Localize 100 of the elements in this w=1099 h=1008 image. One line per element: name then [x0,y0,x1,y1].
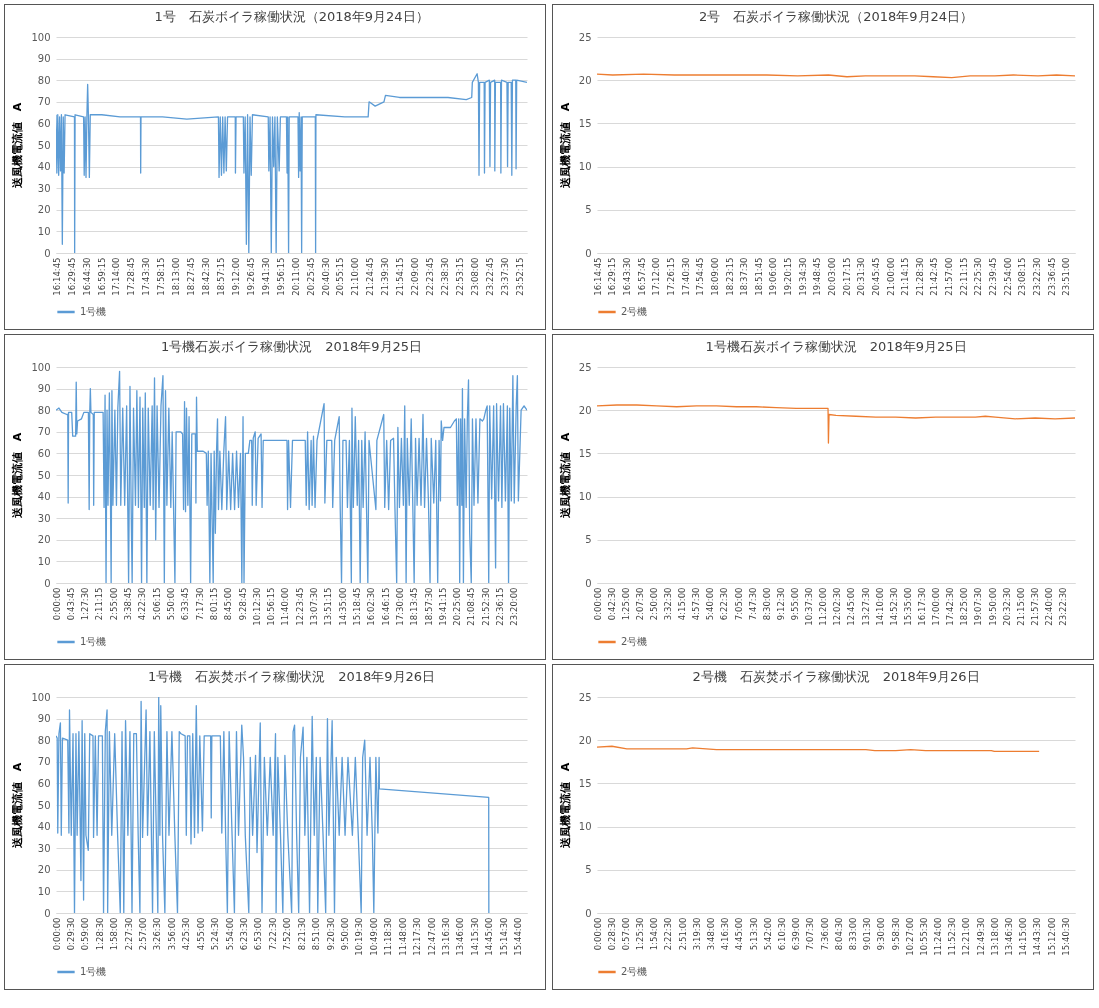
x-tick-label: 23:08:00 [469,257,480,296]
chart-title: 2号 石炭ボイラ稼働状況（2018年9月24日） [698,9,974,24]
y-tick-label: 10 [578,491,592,503]
x-tick-label: 21:24:45 [365,257,376,296]
x-tick-label: 13:46:30 [1004,917,1015,956]
x-tick-label: 7:05:00 [733,587,744,621]
y-tick-label: 15 [578,447,592,459]
x-tick-label: 12:23:45 [294,587,305,626]
x-tick-label: 20:31:30 [856,257,867,296]
x-tick-label: 0:00:00 [51,917,62,951]
x-tick-label: 11:48:00 [397,917,408,956]
y-tick-label: 50 [37,799,51,811]
x-tick-label: 8:04:30 [833,917,844,951]
y-tick-label: 50 [37,139,51,151]
y-tick-label: 0 [585,247,592,259]
y-tick-label: 30 [37,512,51,524]
x-tick-label: 5:50:00 [165,587,176,621]
y-tick-label: 100 [31,691,51,703]
y-tick-label: 10 [578,161,592,173]
x-tick-label: 2:07:30 [634,587,645,621]
y-tick-label: 0 [585,577,592,589]
x-tick-label: 19:41:15 [437,587,448,626]
x-tick-label: 6:23:30 [239,917,250,951]
x-tick-label: 16:29:15 [607,257,618,296]
x-tick-label: 0:00:00 [51,587,62,621]
y-tick-label: 25 [578,361,592,373]
y-tick-label: 20 [578,74,592,86]
x-tick-label: 20:17:15 [841,257,852,296]
x-tick-label: 1:25:30 [635,917,646,951]
x-tick-label: 22:36:15 [495,587,506,626]
y-tick-label: 90 [37,383,51,395]
x-tick-label: 9:50:00 [340,917,351,951]
x-tick-label: 21:57:00 [944,257,955,296]
x-tick-label: 13:51:15 [323,587,334,626]
chart-title: 1号機石炭ボイラ稼働状況 2018年9月25日 [705,339,967,354]
x-tick-label: 3:19:30 [691,917,702,951]
x-tick-label: 10:49:00 [368,917,379,956]
x-tick-label: 20:55:15 [335,257,346,296]
x-tick-label: 11:40:00 [280,587,291,626]
x-tick-label: 20:32:30 [1001,587,1012,626]
y-tick-label: 40 [37,161,51,173]
x-tick-label: 4:55:00 [195,917,206,951]
x-tick-label: 3:56:00 [166,917,177,951]
y-tick-label: 20 [37,204,51,216]
x-tick-label: 18:57:15 [216,257,227,296]
x-tick-label: 21:10:00 [350,257,361,296]
x-tick-label: 2:55:00 [108,587,119,621]
x-tick-label: 6:10:30 [776,917,787,951]
x-tick-label: 12:49:30 [975,917,986,956]
x-tick-label: 11:18:30 [383,917,394,956]
line-series [56,73,527,253]
x-tick-label: 15:35:00 [902,587,913,626]
legend-label: 1号機 [80,966,107,977]
y-tick-label: 5 [585,204,592,216]
x-tick-label: 17:12:00 [651,257,662,296]
x-tick-label: 5:54:00 [224,917,235,951]
x-tick-label: 16:43:30 [622,257,633,296]
x-tick-label: 2:22:30 [663,917,674,951]
y-tick-label: 30 [37,182,51,194]
x-tick-label: 20:11:00 [290,257,301,296]
x-tick-label: 4:25:30 [181,917,192,951]
x-tick-label: 21:00:00 [885,257,896,296]
x-tick-label: 5:24:30 [210,917,221,951]
x-tick-label: 11:52:30 [947,917,958,956]
x-tick-label: 21:39:30 [380,257,391,296]
x-tick-label: 19:50:00 [987,587,998,626]
x-tick-label: 15:18:45 [352,587,363,626]
x-tick-label: 23:22:30 [1058,587,1069,626]
y-tick-label: 70 [37,426,51,438]
x-tick-label: 21:42:45 [929,257,940,296]
x-tick-label: 10:55:30 [918,917,929,956]
x-tick-label: 23:51:00 [1061,257,1072,296]
x-tick-label: 19:12:00 [230,257,241,296]
legend-label: 2号機 [621,636,648,647]
x-tick-label: 6:53:00 [253,917,264,951]
x-tick-label: 18:51:45 [753,257,764,296]
y-tick-label: 25 [578,31,592,43]
x-tick-label: 16:44:30 [81,257,92,296]
x-tick-label: 2:50:00 [648,587,659,621]
x-tick-label: 10:19:30 [354,917,365,956]
x-tick-label: 18:09:00 [709,257,720,296]
x-tick-label: 23:52:15 [514,257,525,296]
x-tick-label: 12:21:00 [961,917,972,956]
x-tick-label: 17:54:45 [695,257,706,296]
chart-title: 1号機石炭ボイラ稼働状況 2018年9月25日 [160,339,423,354]
y-tick-label: 10 [37,225,51,237]
legend-label: 1号機 [80,306,107,317]
x-tick-label: 21:54:15 [395,257,406,296]
x-tick-label: 8:01:15 [208,587,219,621]
x-tick-label: 20:45:45 [870,257,881,296]
x-tick-label: 0:59:00 [80,917,91,951]
x-tick-label: 18:57:30 [423,587,434,626]
legend-label: 1号機 [80,636,107,647]
y-tick-label: 60 [37,117,51,129]
x-tick-label: 19:07:30 [973,587,984,626]
x-tick-label: 14:52:30 [888,587,899,626]
x-tick-label: 19:41:30 [260,257,271,296]
x-tick-label: 8:30:00 [761,587,772,621]
x-tick-label: 6:22:30 [719,587,730,621]
y-tick-label: 25 [578,691,592,703]
